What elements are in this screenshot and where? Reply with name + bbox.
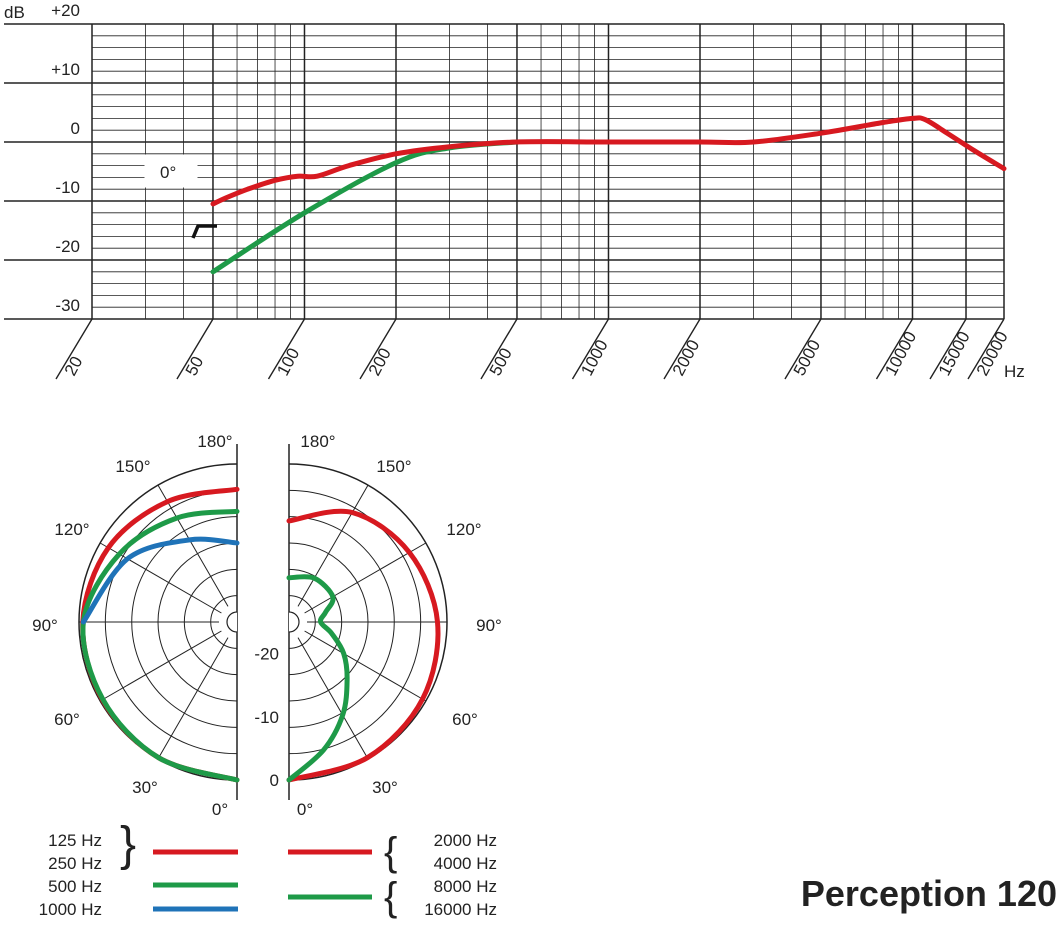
x-tick-mark	[929, 318, 967, 380]
x-tick-mark	[663, 318, 701, 380]
polar-angle-label: 90°	[476, 616, 502, 635]
legend-label: 2000 Hz	[434, 831, 497, 850]
polar-radial-label: 0	[270, 771, 279, 790]
x-axis-label: Hz	[1004, 362, 1025, 381]
x-tick-mark	[571, 318, 610, 380]
polar-angle-label: 60°	[452, 710, 478, 729]
y-tick-label: -10	[55, 178, 80, 197]
x-tick-mark	[176, 318, 214, 380]
polar-hub	[288, 611, 300, 633]
polar-hub	[226, 611, 238, 633]
polar-angle-label: 0°	[297, 800, 313, 819]
x-tick-mark	[967, 318, 1005, 380]
polar-angle-label: 60°	[54, 710, 80, 729]
legend-label: 250 Hz	[48, 854, 102, 873]
x-tick-mark	[784, 318, 822, 380]
legend-label: 500 Hz	[48, 877, 102, 896]
y-axis-label: dB	[4, 3, 25, 22]
legend-brace: {	[384, 875, 397, 919]
polar-radial-label: -20	[254, 645, 279, 664]
legend-label: 16000 Hz	[424, 900, 497, 919]
x-tick-mark	[875, 318, 914, 380]
legend-label: 4000 Hz	[434, 854, 497, 873]
polar-curves	[80, 486, 441, 783]
x-tick-label: 1000	[577, 337, 612, 379]
x-tick-label: 2000	[669, 337, 704, 379]
y-tick-label: 0	[71, 119, 80, 138]
x-tick-label: 10000	[881, 328, 920, 379]
annotation-box	[144, 154, 198, 188]
polar-grid	[78, 444, 448, 800]
y-tick-label: +10	[51, 60, 80, 79]
legend-label: 125 Hz	[48, 831, 102, 850]
polar-spoke	[297, 484, 369, 607]
x-tick-label: 100	[273, 345, 303, 379]
x-tick-mark	[359, 318, 397, 380]
polar-angle-label: 120°	[446, 520, 481, 539]
legend-label: 1000 Hz	[39, 900, 102, 919]
polar-spoke	[157, 637, 229, 760]
legend-brace: }	[120, 818, 136, 871]
polar-spoke	[304, 542, 427, 614]
polar-angle-label: 150°	[115, 457, 150, 476]
polar-spoke	[304, 630, 427, 702]
x-tick-label: 200	[365, 345, 395, 379]
frequency-response-labels: 20 50 100 200 500 1000 2000 5000 10000 15000 20000…	[4, 1, 1025, 381]
polar-spoke	[157, 484, 229, 607]
polar-curve-left-blue	[80, 536, 240, 625]
legend-brace: {	[384, 830, 397, 874]
response-curve-red	[210, 115, 1007, 207]
legend: 125 Hz 250 Hz 500 Hz 1000 Hz} {{2000 Hz 4000 …	[39, 818, 497, 919]
x-tick-mark	[480, 318, 518, 380]
y-tick-label: -20	[55, 237, 80, 256]
frequency-response-curves	[210, 115, 1007, 275]
annotation-label: 0°	[160, 163, 176, 182]
x-tick-label: 20	[61, 353, 87, 379]
x-tick-label: 5000	[790, 337, 825, 379]
y-tick-label: +20	[51, 1, 80, 20]
polar-angle-label: 90°	[32, 616, 58, 635]
polar-spoke	[99, 630, 222, 702]
x-tick-label: 500	[486, 345, 516, 379]
polar-angle-label: 120°	[54, 520, 89, 539]
polar-spoke	[297, 637, 369, 760]
polar-angle-label: 180°	[197, 432, 232, 451]
polar-curve-left-green	[80, 508, 240, 783]
polar-angle-label: 30°	[372, 778, 398, 797]
y-tick-label: -30	[55, 296, 80, 315]
x-tick-mark	[267, 318, 306, 380]
low-cut-icon	[191, 224, 217, 239]
polar-angle-label: 30°	[132, 778, 158, 797]
polar-curve-right-red	[286, 508, 441, 783]
x-tick-label: 50	[182, 353, 208, 379]
polar-labels: 180° 150° 120° 90° 60° 30° 0° 180° 150° 120° 90° 60…	[32, 432, 502, 819]
polar-angle-label: 0°	[212, 800, 228, 819]
polar-angle-label: 150°	[376, 457, 411, 476]
x-tick-mark	[55, 318, 93, 380]
x-tick-label: 15000	[935, 328, 974, 379]
legend-label: 8000 Hz	[434, 877, 497, 896]
polar-curve-right-green	[286, 574, 350, 783]
polar-radial-label: -10	[254, 708, 279, 727]
product-name: Perception 120	[801, 873, 1057, 914]
polar-angle-label: 180°	[300, 432, 335, 451]
